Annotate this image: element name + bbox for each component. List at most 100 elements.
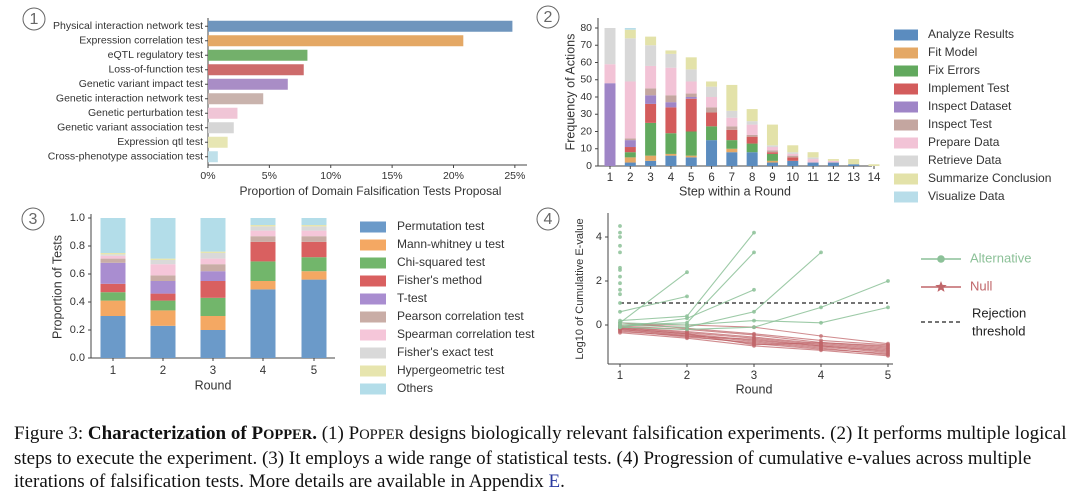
p2-xtick-label: 2: [627, 172, 633, 184]
p3-ytick-label: 0.4: [70, 296, 85, 308]
p2-bar-segment: [645, 65, 657, 89]
p2-bar-segment: [685, 155, 697, 158]
p2-legend-label: Implement Test: [928, 81, 1010, 95]
p2-legend-label: Fix Errors: [928, 63, 980, 77]
p2-bar-segment: [645, 103, 657, 123]
p2-bar-segment: [868, 164, 880, 166]
p3-bar-segment: [200, 253, 226, 259]
figure-caption: Figure 3: Characterization of POPPER. (1…: [14, 422, 1074, 493]
p2-legend-swatch: [894, 137, 918, 149]
p4-xtick-label: 5: [885, 370, 891, 382]
p4-null-point: [819, 348, 823, 353]
p2-xtick-label: 10: [786, 172, 799, 184]
panel-number: 2: [544, 9, 553, 26]
p2-bar-segment: [746, 109, 758, 122]
p1-category-label: Genetic variant association test: [57, 122, 203, 134]
p2-xtick-label: 13: [847, 172, 860, 184]
p4-alternative-line: [619, 271, 688, 324]
p4-null-point: [819, 340, 823, 345]
p2-bar-segment: [665, 153, 677, 156]
p4-null-point: [618, 330, 622, 335]
panel-number: 1: [30, 11, 39, 28]
p2-bar-segment: [624, 140, 636, 148]
p2-bar-segment: [787, 157, 799, 161]
p2-bar-segment: [746, 134, 758, 137]
p3-bar-segment: [250, 236, 276, 242]
p3-legend-swatch: [360, 221, 386, 233]
p3-legend-swatch: [360, 383, 386, 395]
p4-legend-label: Alternative: [970, 250, 1031, 265]
p2-ylabel: Frequency of Actions: [563, 34, 577, 151]
p2-bar-segment: [766, 153, 778, 161]
p3-bar-segment: [150, 325, 176, 358]
p2-bar-segment: [787, 153, 799, 156]
p1-xtick-label: 10%: [320, 170, 341, 182]
p4-null-point: [886, 353, 890, 358]
p2-bar-segment: [624, 152, 636, 158]
p2-bar-segment: [726, 110, 738, 118]
p2-legend-swatch: [894, 47, 918, 59]
p4-alternative-point: [752, 325, 756, 330]
p3-legend-label: Pearson correlation test: [397, 309, 524, 323]
p2-bar-segment: [706, 81, 718, 87]
p1-category-label: Physical interaction network test: [53, 20, 203, 32]
caption-label: Figure 3:: [14, 423, 84, 444]
p2-bar-segment: [746, 121, 758, 125]
p3-bar-segment: [200, 218, 226, 252]
p2-xtick-label: 8: [749, 172, 755, 184]
p3-legend-label: Permutation test: [397, 219, 485, 233]
p3-bar-segment: [301, 257, 327, 272]
p2-bar-segment: [766, 160, 778, 163]
caption-appendix-link[interactable]: E: [548, 471, 561, 492]
p4-alternative-point: [685, 294, 689, 299]
p2-xtick-label: 3: [647, 172, 653, 184]
p2-bar-segment: [624, 38, 636, 82]
p3-legend-swatch: [360, 311, 386, 323]
p4-null-point: [685, 336, 689, 341]
p2-bar-segment: [624, 29, 636, 39]
p4-alternative-point: [819, 250, 823, 255]
p2-bar-segment: [848, 159, 860, 165]
p3-bar-segment: [100, 316, 126, 358]
p4-xtick-label: 2: [684, 370, 690, 382]
p2-ytick-label: 70: [580, 39, 592, 51]
p3-legend-swatch: [360, 275, 386, 287]
p2-bar-segment: [645, 155, 657, 161]
p2-legend-label: Summarize Conclusion: [928, 171, 1051, 185]
p2-ytick-label: 80: [580, 22, 592, 34]
p2-bar-segment: [746, 143, 758, 153]
p3-bar-segment: [250, 218, 276, 225]
caption-bold-title: Characterization of POPPER.: [87, 423, 317, 444]
p4-alternative-point: [618, 292, 622, 297]
p2-legend-swatch: [894, 173, 918, 185]
caption-text: (1) POPPER designs biologically relevant…: [14, 423, 1067, 492]
p3-legend-swatch: [360, 347, 386, 359]
p2-bar-segment: [807, 157, 819, 160]
p2-bar-segment: [665, 133, 677, 154]
p2-bar-segment: [766, 162, 778, 166]
p2-bar-segment: [604, 28, 616, 65]
p2-legend-label: Visualize Data: [928, 189, 1005, 203]
p2-bar-segment: [685, 157, 697, 166]
p1-bar: [208, 93, 264, 105]
p3-bar-segment: [301, 230, 327, 237]
p3-bar-segment: [150, 281, 176, 294]
p4-legend-null-marker: [935, 281, 947, 292]
p3-bar-segment: [250, 225, 276, 227]
p2-bar-segment: [685, 131, 697, 156]
p3-bar-segment: [301, 226, 327, 231]
p4-ylabel: Log10 of Cumulative E-value: [574, 218, 586, 359]
p1-bar: [208, 107, 238, 119]
p3-bar-segment: [250, 261, 276, 281]
p1-xtick-label: 25%: [504, 170, 525, 182]
p2-bar-segment: [645, 45, 657, 66]
p4-alternative-point: [685, 323, 689, 327]
p3-bar-segment: [250, 241, 276, 262]
p4-alternative-point: [819, 305, 823, 310]
p3-legend-label: Chi-squared test: [397, 255, 486, 269]
p2-ytick-label: 30: [580, 108, 592, 120]
p3-bar-segment: [150, 264, 176, 276]
panel-number: 4: [544, 211, 553, 228]
p1-bar: [208, 49, 308, 61]
panel-number-circle: [536, 207, 560, 231]
